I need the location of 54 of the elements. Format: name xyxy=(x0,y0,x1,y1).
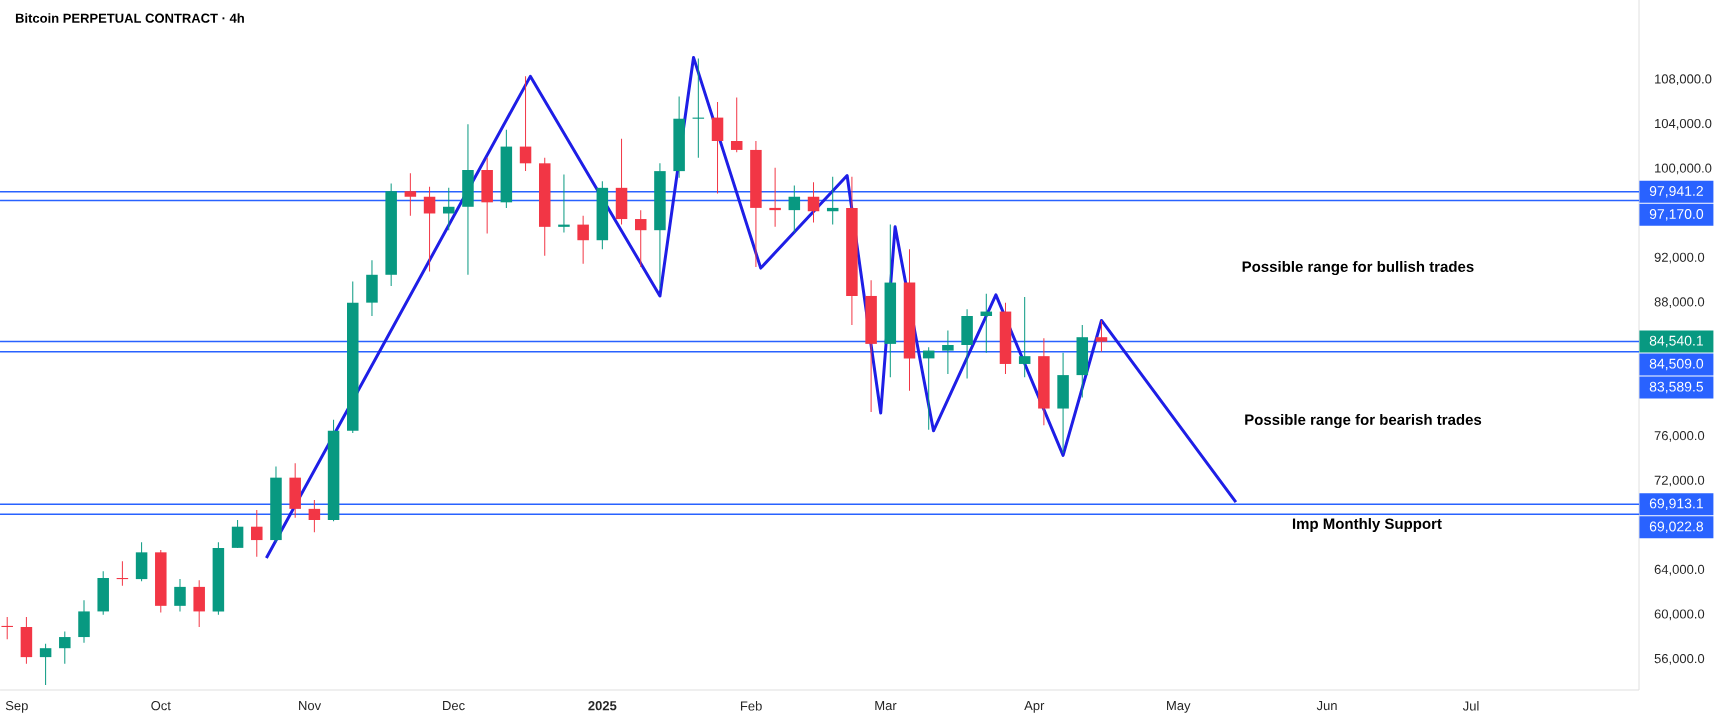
x-tick-label: Apr xyxy=(1024,701,1045,713)
candlestick xyxy=(942,330,954,375)
annotation: Possible range for bearish trades xyxy=(1245,413,1482,429)
text: 84,540.1 xyxy=(1649,335,1703,348)
y-tick-label: 72,000.0 xyxy=(1654,475,1705,487)
y-tick-label: 100,000.0 xyxy=(1655,163,1712,175)
ref-line-label: 97,941.2 xyxy=(1649,186,1703,198)
candlestick xyxy=(558,173,570,233)
x-tick-label: Dec xyxy=(443,701,465,711)
ref-line-label: 83,589.5 xyxy=(1649,381,1704,394)
y-tick-label: 104,000.0 xyxy=(1655,118,1712,130)
x-tick-label: Feb xyxy=(740,701,762,711)
y-tick-label: 60,000.0 xyxy=(1654,609,1705,621)
x-tick-label: Oct xyxy=(151,701,171,711)
candlestick xyxy=(1,616,13,640)
text: Bitcoin PERPETUAL CONTRACT · 4h xyxy=(15,13,244,23)
y-tick-label: 76,000.0 xyxy=(1654,431,1705,442)
x-tick-label: Mar xyxy=(875,701,897,711)
candlestick xyxy=(423,186,436,272)
y-tick-label: 64,000.0 xyxy=(1654,564,1705,576)
x-tick-label: 2025 xyxy=(588,701,617,711)
y-tick-label: 56,000.0 xyxy=(1654,653,1705,665)
candlestick xyxy=(308,499,321,533)
candlestick xyxy=(231,519,244,549)
ref-line-label: 69,913.1 xyxy=(1649,498,1703,511)
candlestick xyxy=(251,509,263,558)
candlestick xyxy=(634,209,647,268)
candlestick xyxy=(711,101,724,194)
candlestick xyxy=(788,185,801,233)
ref-line-label: 97,170.0 xyxy=(1649,209,1704,221)
annotation: Imp Monthly Support xyxy=(1292,518,1442,532)
ref-line-label: 69,022.8 xyxy=(1649,521,1704,534)
candlestick xyxy=(174,578,186,612)
candlestick xyxy=(769,167,781,228)
candlestick xyxy=(443,187,455,231)
candlestick xyxy=(404,172,417,217)
candlestick xyxy=(730,97,743,153)
y-tick-label: 92,000.0 xyxy=(1654,252,1705,264)
x-tick-label: Jul xyxy=(1462,701,1479,711)
x-tick-label: May xyxy=(1167,701,1191,713)
candlestick xyxy=(519,75,532,172)
candlestick xyxy=(39,643,52,686)
candlestick xyxy=(807,181,820,223)
y-tick-label: 108,000.0 xyxy=(1655,74,1712,86)
y-tick-label: 88,000.0 xyxy=(1654,297,1705,309)
annotation: Possible range for bullish trades xyxy=(1242,261,1474,276)
candlestick xyxy=(1018,296,1031,378)
ref-line-label: 84,509.0 xyxy=(1649,358,1704,371)
x-tick-label: Nov xyxy=(299,701,322,711)
candlestick xyxy=(59,630,71,665)
candlestick xyxy=(577,215,589,265)
candlestick xyxy=(1095,319,1108,353)
x-tick-label: Jun xyxy=(1316,701,1337,711)
x-tick-label: Sep xyxy=(5,701,28,713)
